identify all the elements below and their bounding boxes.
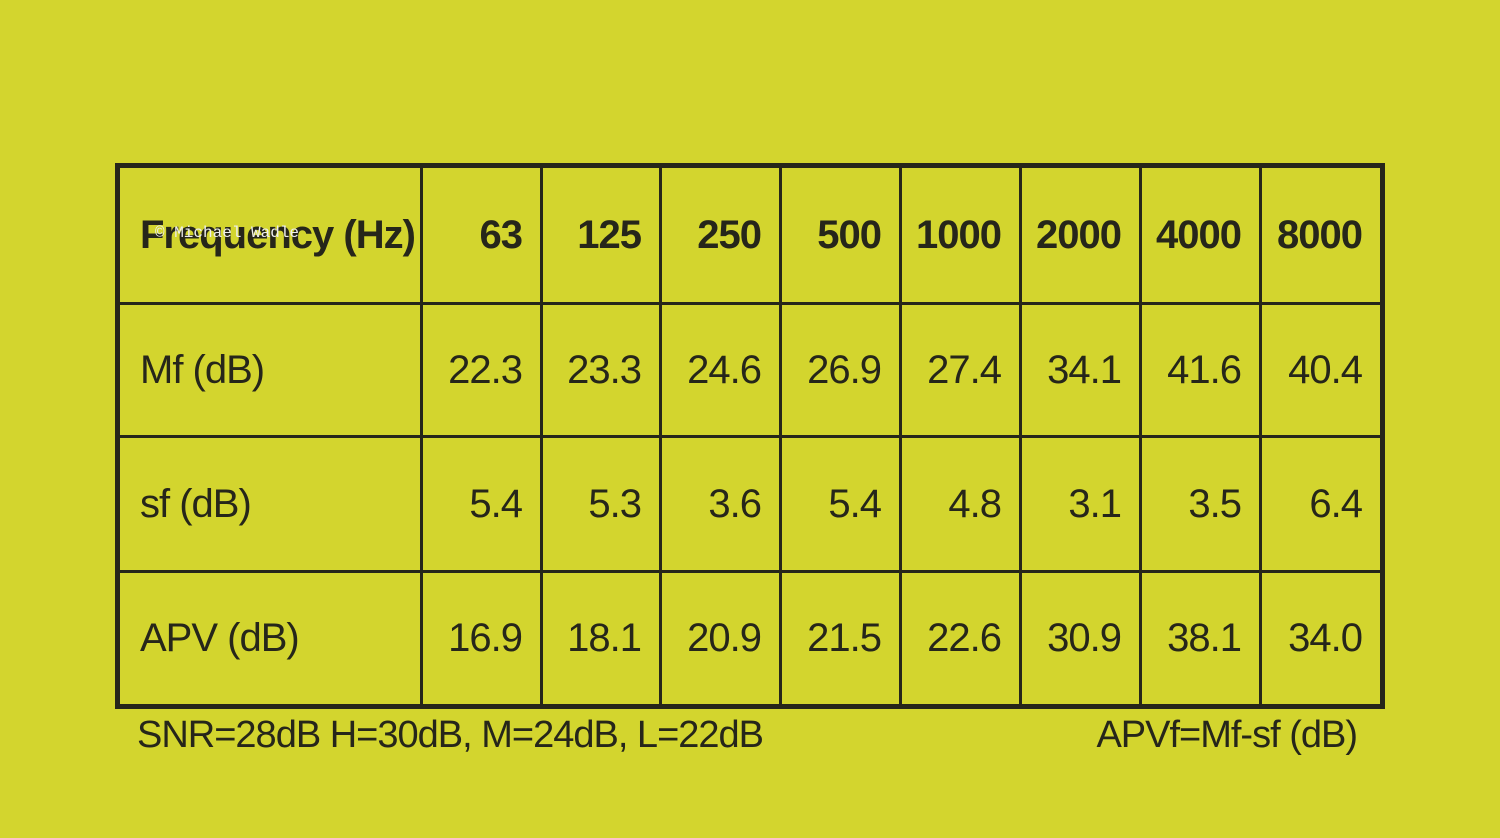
cell: 21.5 (779, 570, 902, 708)
cell: 5.3 (540, 435, 662, 573)
cell: 18.1 (540, 570, 662, 708)
cell: 125 (540, 164, 662, 305)
footnote-right: APVf=Mf-sf (dB) (1096, 714, 1358, 756)
table-row: sf (dB) 5.4 5.3 3.6 5.4 4.8 3.1 3.5 6.4 (116, 435, 1384, 573)
footnote-left: SNR=28dB H=30dB, M=24dB, L=22dB (137, 714, 764, 756)
table-row: APV (dB) 16.9 18.1 20.9 21.5 22.6 30.9 38.1 34.0 (116, 570, 1384, 708)
cell: 27.4 (899, 302, 1022, 438)
cell: 2000 (1019, 164, 1142, 305)
cell: 41.6 (1139, 302, 1262, 438)
cell: 24.6 (659, 302, 782, 438)
row-label: Frequency (Hz) (116, 164, 423, 305)
cell: 26.9 (779, 302, 902, 438)
row-label: Mf (dB) (116, 302, 423, 438)
cell: 34.1 (1019, 302, 1142, 438)
cell: 250 (659, 164, 782, 305)
cell: 500 (779, 164, 902, 305)
cell: 20.9 (659, 570, 782, 708)
cell: 8000 (1259, 164, 1384, 305)
cell: 34.0 (1259, 570, 1384, 708)
row-label: sf (dB) (116, 435, 423, 573)
cell: 4000 (1139, 164, 1262, 305)
data-table: Frequency (Hz) 63 125 250 500 1000 2000 4000 800… (115, 163, 1385, 709)
table-row: Mf (dB) 22.3 23.3 24.6 26.9 27.4 34.1 41.6 40.4 (116, 302, 1384, 438)
table-row: Frequency (Hz) 63 125 250 500 1000 2000 4000 800… (116, 164, 1384, 305)
cell: 6.4 (1259, 435, 1384, 573)
cell: 40.4 (1259, 302, 1384, 438)
cell: 22.6 (899, 570, 1022, 708)
cell: 5.4 (420, 435, 543, 573)
cell: 38.1 (1139, 570, 1262, 708)
cell: 3.1 (1019, 435, 1142, 573)
cell: 5.4 (779, 435, 902, 573)
cell: 30.9 (1019, 570, 1142, 708)
cell: 23.3 (540, 302, 662, 438)
cell: 4.8 (899, 435, 1022, 573)
cell: 16.9 (420, 570, 543, 708)
watermark: © Michael Wadle (155, 224, 300, 242)
cell: 63 (420, 164, 543, 305)
row-label: APV (dB) (116, 570, 423, 708)
cell: 1000 (899, 164, 1022, 305)
cell: 22.3 (420, 302, 543, 438)
cell: 3.6 (659, 435, 782, 573)
cell: 3.5 (1139, 435, 1262, 573)
